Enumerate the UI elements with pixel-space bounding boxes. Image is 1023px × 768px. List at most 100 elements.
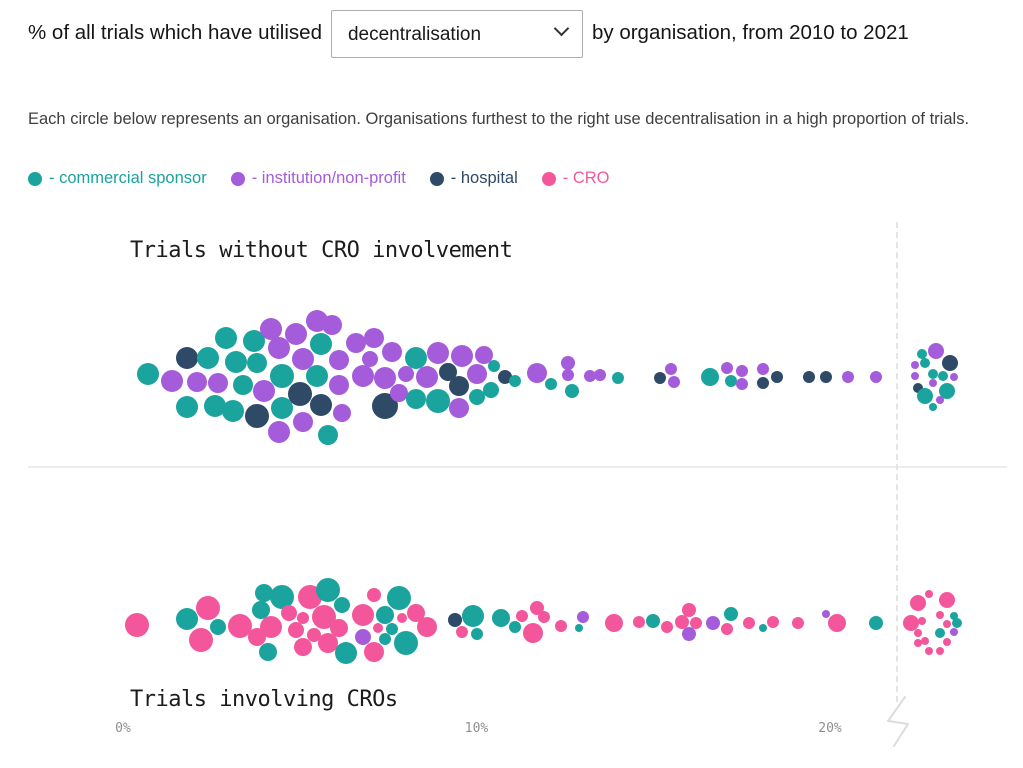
org-circle[interactable] bbox=[935, 396, 944, 404]
org-circle[interactable] bbox=[509, 375, 522, 387]
org-circle[interactable] bbox=[267, 421, 290, 443]
org-circle[interactable] bbox=[329, 619, 348, 637]
org-circle[interactable] bbox=[260, 318, 283, 340]
org-circle[interactable] bbox=[451, 345, 474, 367]
org-circle[interactable] bbox=[161, 370, 184, 392]
org-circle[interactable] bbox=[448, 376, 469, 396]
org-circle[interactable] bbox=[920, 358, 931, 368]
org-circle[interactable] bbox=[328, 350, 349, 370]
org-circle[interactable] bbox=[611, 372, 624, 384]
org-circle[interactable] bbox=[386, 586, 411, 610]
org-circle[interactable] bbox=[661, 621, 674, 633]
org-circle[interactable] bbox=[935, 647, 944, 655]
org-circle[interactable] bbox=[285, 323, 308, 345]
org-circle[interactable] bbox=[935, 611, 944, 619]
org-circle[interactable] bbox=[869, 371, 882, 383]
org-circle[interactable] bbox=[820, 371, 833, 383]
org-circle[interactable] bbox=[868, 616, 883, 630]
org-circle[interactable] bbox=[334, 597, 351, 613]
org-circle[interactable] bbox=[721, 362, 734, 374]
org-circle[interactable] bbox=[253, 380, 276, 402]
org-circle[interactable] bbox=[735, 378, 748, 390]
org-circle[interactable] bbox=[942, 620, 951, 628]
org-circle[interactable] bbox=[910, 372, 919, 380]
org-circle[interactable] bbox=[576, 611, 589, 623]
org-circle[interactable] bbox=[188, 628, 213, 652]
org-circle[interactable] bbox=[555, 620, 568, 632]
org-circle[interactable] bbox=[260, 616, 283, 638]
org-circle[interactable] bbox=[247, 353, 268, 373]
org-circle[interactable] bbox=[366, 588, 381, 602]
org-circle[interactable] bbox=[417, 617, 437, 637]
org-circle[interactable] bbox=[841, 371, 854, 383]
org-circle[interactable] bbox=[292, 348, 315, 370]
org-circle[interactable] bbox=[352, 365, 375, 387]
org-circle[interactable] bbox=[466, 364, 487, 384]
org-circle[interactable] bbox=[363, 328, 384, 348]
org-circle[interactable] bbox=[928, 379, 937, 387]
org-circle[interactable] bbox=[187, 372, 208, 392]
org-circle[interactable] bbox=[267, 337, 290, 359]
org-circle[interactable] bbox=[378, 633, 391, 645]
org-circle[interactable] bbox=[196, 347, 219, 369]
org-circle[interactable] bbox=[334, 642, 357, 664]
org-circle[interactable] bbox=[828, 614, 847, 632]
org-circle[interactable] bbox=[389, 384, 408, 402]
org-circle[interactable] bbox=[333, 404, 352, 422]
org-circle[interactable] bbox=[306, 628, 321, 642]
metric-select[interactable]: decentralisation bbox=[330, 10, 583, 59]
org-circle[interactable] bbox=[381, 342, 402, 362]
org-circle[interactable] bbox=[425, 389, 450, 413]
org-circle[interactable] bbox=[654, 372, 667, 384]
org-circle[interactable] bbox=[802, 371, 815, 383]
org-circle[interactable] bbox=[758, 624, 767, 632]
org-circle[interactable] bbox=[175, 608, 198, 630]
org-circle[interactable] bbox=[537, 611, 550, 623]
org-circle[interactable] bbox=[468, 389, 485, 405]
org-circle[interactable] bbox=[938, 371, 949, 381]
org-circle[interactable] bbox=[668, 376, 681, 388]
org-circle[interactable] bbox=[309, 333, 332, 355]
org-circle[interactable] bbox=[397, 613, 408, 623]
org-circle[interactable] bbox=[562, 369, 575, 381]
org-circle[interactable] bbox=[664, 363, 677, 375]
org-circle[interactable] bbox=[363, 642, 384, 662]
org-circle[interactable] bbox=[225, 351, 248, 373]
org-circle[interactable] bbox=[448, 613, 463, 627]
org-circle[interactable] bbox=[792, 617, 805, 629]
org-circle[interactable] bbox=[245, 404, 270, 428]
org-circle[interactable] bbox=[942, 355, 959, 371]
org-circle[interactable] bbox=[942, 638, 951, 646]
org-circle[interactable] bbox=[927, 369, 938, 379]
org-circle[interactable] bbox=[362, 351, 379, 367]
org-circle[interactable] bbox=[952, 618, 963, 628]
org-circle[interactable] bbox=[594, 369, 607, 381]
org-circle[interactable] bbox=[397, 366, 414, 382]
org-circle[interactable] bbox=[297, 612, 310, 624]
org-circle[interactable] bbox=[681, 603, 696, 617]
org-circle[interactable] bbox=[674, 615, 689, 629]
org-circle[interactable] bbox=[583, 370, 596, 382]
org-circle[interactable] bbox=[270, 364, 295, 388]
org-circle[interactable] bbox=[564, 384, 579, 398]
org-circle[interactable] bbox=[767, 616, 780, 628]
org-circle[interactable] bbox=[924, 647, 933, 655]
org-circle[interactable] bbox=[921, 637, 930, 645]
org-circle[interactable] bbox=[706, 616, 721, 630]
org-circle[interactable] bbox=[439, 363, 458, 381]
org-circle[interactable] bbox=[492, 609, 511, 627]
org-circle[interactable] bbox=[910, 595, 927, 611]
org-circle[interactable] bbox=[914, 629, 923, 637]
org-circle[interactable] bbox=[195, 596, 220, 620]
org-circle[interactable] bbox=[633, 616, 646, 628]
org-circle[interactable] bbox=[575, 624, 583, 632]
org-circle[interactable] bbox=[916, 349, 927, 359]
org-circle[interactable] bbox=[294, 638, 313, 656]
org-circle[interactable] bbox=[221, 400, 244, 422]
org-circle[interactable] bbox=[208, 373, 229, 393]
org-circle[interactable] bbox=[355, 629, 372, 645]
org-circle[interactable] bbox=[251, 601, 270, 619]
org-circle[interactable] bbox=[681, 627, 696, 641]
org-circle[interactable] bbox=[373, 367, 396, 389]
org-circle[interactable] bbox=[523, 623, 544, 643]
